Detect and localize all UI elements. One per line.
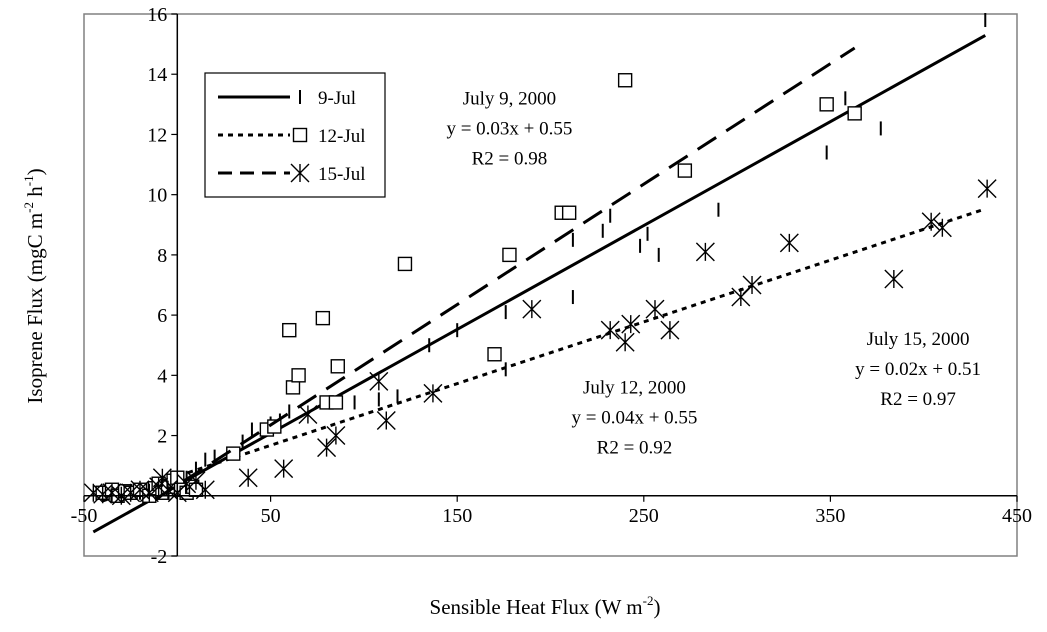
annotation-3-line-1: July 15, 2000 [867, 329, 970, 350]
annotation-2-line-2: y = 0.04x + 0.55 [572, 407, 698, 428]
legend-marker-15-Jul [290, 163, 310, 183]
data-point-15-Jul [600, 320, 620, 340]
trendline-9-Jul [92, 34, 987, 534]
data-point-15-Jul [932, 218, 952, 238]
trendline-12-Jul [102, 207, 986, 503]
data-point-12-Jul [285, 380, 301, 395]
data-point-15-Jul [742, 275, 762, 295]
annotation-2-line-1: July 12, 2000 [583, 377, 686, 398]
data-point-12-Jul [847, 106, 862, 121]
data-point-12-Jul [330, 359, 345, 374]
y-tick-label: 12 [147, 124, 167, 146]
annotation-3-line-2: y = 0.02x + 0.51 [855, 359, 981, 380]
x-tick-label: -50 [71, 505, 98, 527]
data-point-15-Jul [921, 212, 941, 232]
y-tick-label: 4 [157, 365, 167, 387]
y-tick-label: 16 [147, 4, 167, 26]
data-point-12-Jul [487, 347, 502, 362]
data-point-15-Jul [615, 332, 635, 352]
data-point-15-Jul [779, 233, 799, 253]
data-point-15-Jul [621, 314, 641, 334]
legend-entries: 9-Jul 12-Jul 15-Jul [218, 88, 366, 185]
data-point-15-Jul [695, 242, 715, 262]
y-axis-title: Isoprene Flux (mgC m-2 h-1) [21, 168, 47, 403]
data-point-15-Jul [660, 320, 680, 340]
data-point-12-Jul [397, 256, 413, 272]
data-point-12-Jul [502, 247, 517, 263]
data-point-12-Jul [677, 163, 693, 178]
y-tick-label: 10 [147, 185, 167, 207]
data-point-15-Jul [977, 179, 997, 199]
data-point-15-Jul [238, 468, 258, 488]
x-tick-label: 50 [261, 505, 281, 527]
data-point-15-Jul [274, 459, 294, 479]
data-point-12-Jul [819, 97, 834, 112]
y-tick-label: -2 [151, 546, 168, 568]
data-point-12-Jul [617, 73, 633, 88]
data-point-12-Jul [291, 368, 306, 383]
x-axis-title: Sensible Heat Flux (W m-2) [430, 593, 661, 619]
y-tick-label: 8 [157, 245, 167, 267]
data-point-12-Jul [561, 205, 577, 220]
data-point-15-Jul [326, 426, 346, 446]
legend-marker-12-Jul [292, 127, 308, 143]
legend-label-12-Jul: 12-Jul [318, 126, 366, 147]
chart-axes: -50 50 150 250 350 450 -2 2 4 6 8 10 12 14 16 [71, 4, 1032, 568]
legend-label-9-Jul: 9-Jul [318, 88, 356, 109]
y-tick-label: 14 [147, 64, 167, 86]
data-point-15-Jul [522, 299, 542, 319]
y-tick-label: 6 [157, 305, 167, 327]
annotation-1-line-1: July 9, 2000 [463, 88, 556, 109]
annotation-2-line-3: R2 = 0.92 [597, 437, 673, 458]
data-point-15-Jul [884, 269, 904, 289]
x-tick-label: 150 [442, 505, 472, 527]
trendline-15-Jul [154, 46, 856, 501]
y-tick-label: 2 [157, 426, 167, 448]
data-point-12-Jul [282, 322, 297, 338]
data-point-15-Jul [645, 299, 665, 319]
x-tick-label: 450 [1002, 505, 1032, 527]
data-point-15-Jul [93, 484, 113, 504]
data-point-15-Jul [376, 411, 396, 430]
legend: 9-Jul 12-Jul 15-Jul [204, 72, 386, 198]
chart-marks [83, 13, 997, 534]
series-15-Jul [83, 46, 997, 506]
data-point-15-Jul [139, 483, 159, 503]
data-point-15-Jul [423, 383, 443, 403]
data-point-15-Jul [83, 483, 103, 503]
data-point-15-Jul [298, 404, 318, 424]
annotations: July 9, 2000 y = 0.03x + 0.55 R2 = 0.98 Jul… [446, 88, 981, 458]
annotation-1-line-3: R2 = 0.98 [472, 148, 548, 169]
data-point-15-Jul [369, 371, 389, 391]
annotation-3-line-3: R2 = 0.97 [880, 389, 956, 410]
annotation-1-line-2: y = 0.03x + 0.55 [446, 118, 572, 139]
x-tick-label: 250 [629, 505, 659, 527]
x-tick-label: 350 [815, 505, 845, 527]
legend-label-15-Jul: 15-Jul [318, 164, 366, 185]
data-point-15-Jul [317, 438, 337, 458]
data-point-12-Jul [328, 395, 344, 410]
data-point-12-Jul [315, 310, 331, 326]
